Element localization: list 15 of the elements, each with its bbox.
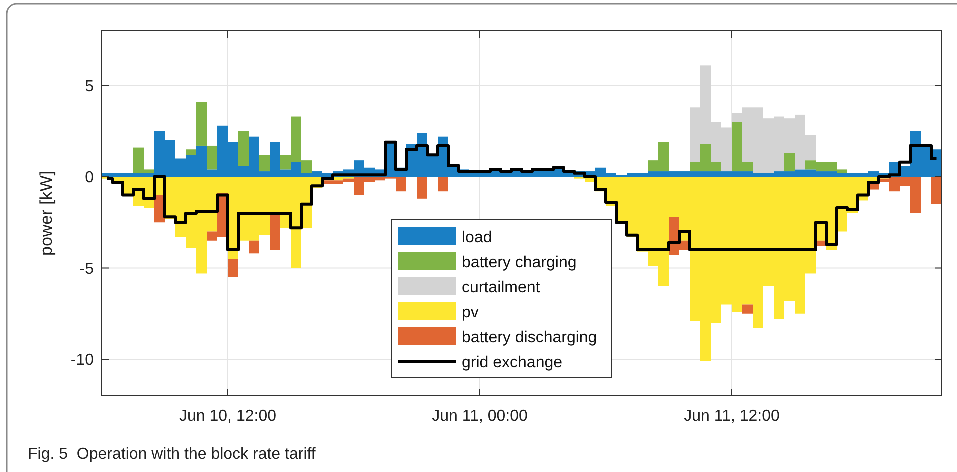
legend-label: curtailment xyxy=(462,280,541,296)
legend-label: load xyxy=(462,230,492,246)
x-tick-label: Jun 11, 00:00 xyxy=(432,408,528,425)
y-tick-label: 5 xyxy=(85,78,94,96)
legend-label: battery charging xyxy=(462,254,577,272)
y-tick-label: -5 xyxy=(80,260,94,278)
x-tick-label: Jun 10, 12:00 xyxy=(180,408,277,425)
caption: Fig. 5 Operation with the block rate tariff xyxy=(28,446,316,463)
y-axis-title: power [kW] xyxy=(37,170,56,256)
x-tick-label: Jun 11, 12:00 xyxy=(684,408,780,425)
y-tick-label: 0 xyxy=(85,170,94,187)
legend-label: battery discharging xyxy=(462,330,598,346)
legend-label: grid exchange xyxy=(462,354,563,372)
legend-label: pv xyxy=(462,304,479,322)
y-tick-label: -10 xyxy=(70,352,94,370)
